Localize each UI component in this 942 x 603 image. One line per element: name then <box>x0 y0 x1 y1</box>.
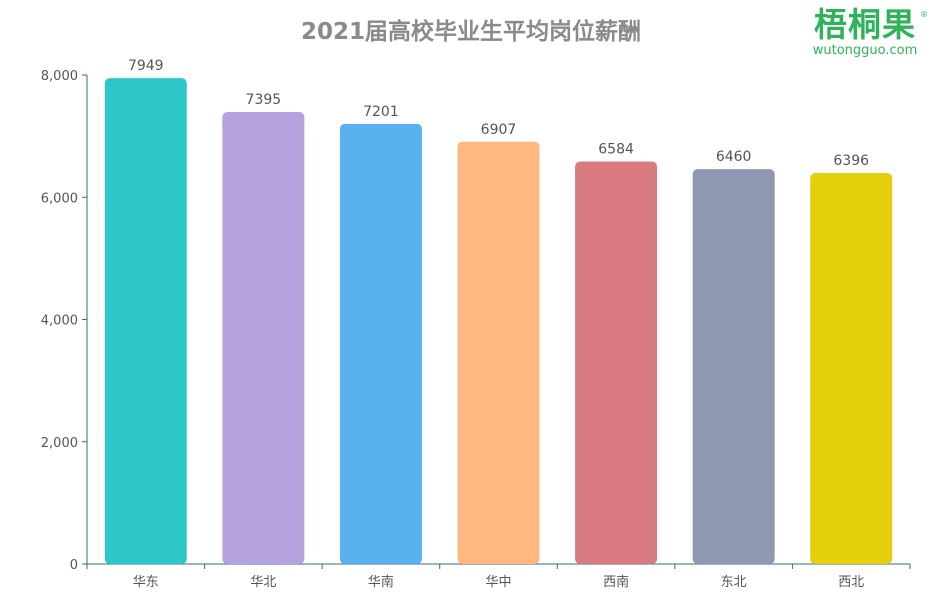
x-tick-label: 西南 <box>603 574 629 590</box>
bar <box>457 141 540 564</box>
data-label: 7201 <box>363 104 399 120</box>
data-label: 7949 <box>128 58 164 74</box>
logo-url: wutongguo.com <box>812 43 918 58</box>
bar <box>104 78 187 565</box>
x-tick-label: 东北 <box>721 575 747 590</box>
data-label: 7395 <box>246 92 282 108</box>
registered-mark: ® <box>920 10 928 19</box>
x-tick-label: 华北 <box>250 575 276 590</box>
x-tick-label: 华东 <box>133 575 159 590</box>
x-tick-label: 西北 <box>838 575 864 590</box>
bar <box>810 173 893 564</box>
x-tick-label: 华南 <box>368 574 394 590</box>
chart-title: 2021届高校毕业生平均岗位薪酬 <box>300 19 641 45</box>
y-tick-label: 2,000 <box>41 436 78 451</box>
data-label: 6584 <box>598 142 634 158</box>
bar <box>692 169 775 564</box>
y-tick-label: 8,000 <box>41 69 78 84</box>
bar <box>575 161 658 565</box>
x-tick-label: 华中 <box>485 575 511 590</box>
data-label: 6907 <box>481 122 517 138</box>
y-tick-label: 4,000 <box>41 314 78 329</box>
logo-name: 梧桐果 <box>814 5 916 44</box>
data-label: 6396 <box>833 153 869 169</box>
bar <box>339 123 422 565</box>
brand-logo[interactable]: 梧桐果 wutongguo.com ® <box>800 6 930 58</box>
y-tick-label: 6,000 <box>41 191 78 206</box>
y-tick-label: 0 <box>70 558 78 573</box>
bar <box>222 111 305 564</box>
data-label: 6460 <box>716 149 752 165</box>
